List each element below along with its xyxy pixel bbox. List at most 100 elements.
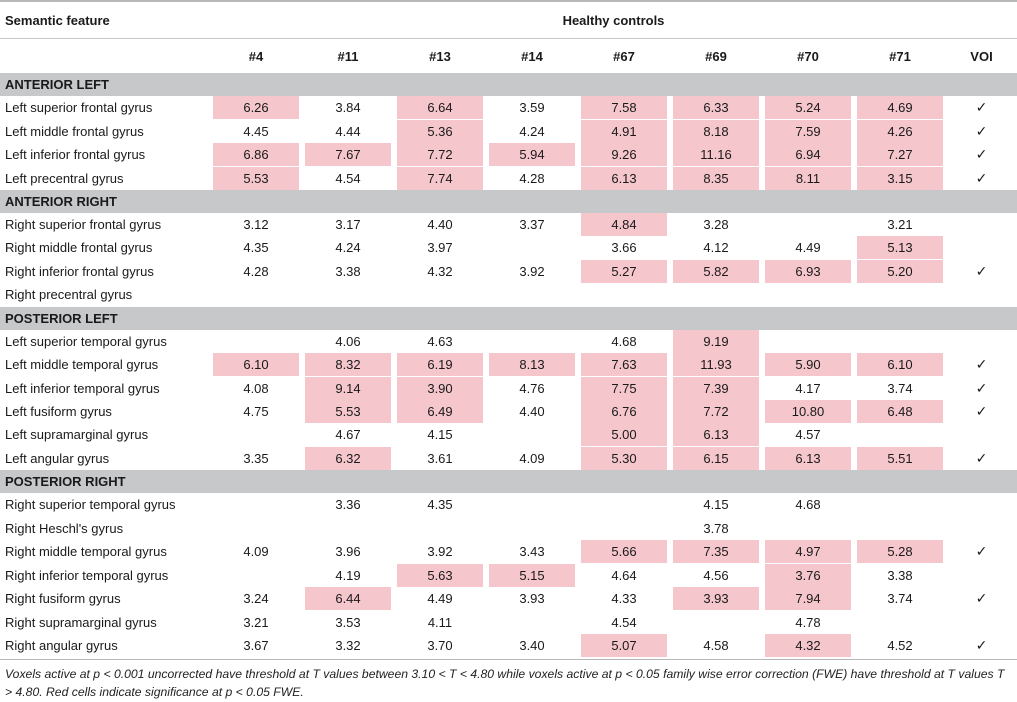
value <box>397 283 483 306</box>
value-cell: 5.28 <box>854 540 946 564</box>
value: 4.40 <box>427 216 453 232</box>
value-cell: 3.17 <box>302 213 394 236</box>
significant-value: 5.28 <box>857 540 943 564</box>
value <box>857 423 943 446</box>
value-cell: 5.53 <box>302 400 394 424</box>
significant-value: 10.80 <box>765 400 851 424</box>
section-title: POSTERIOR RIGHT <box>0 470 1017 494</box>
significant-value: 7.67 <box>305 143 391 167</box>
voi-check-icon <box>946 213 1017 236</box>
significant-value: 4.69 <box>857 96 943 120</box>
value: 3.38 <box>335 263 361 279</box>
value-cell: 7.63 <box>578 353 670 377</box>
value-cell: 4.11 <box>394 610 486 633</box>
value: 4.09 <box>519 450 545 466</box>
column-header: #14 <box>486 38 578 73</box>
value: 3.70 <box>427 637 453 653</box>
region-label: Right inferior frontal gyrus <box>5 263 154 279</box>
value <box>673 611 759 634</box>
value-cell: 3.38 <box>302 260 394 283</box>
table-row: Right supramarginal gyrus 3.21 3.53 4.11 4.5… <box>0 610 1017 633</box>
table-row: Left middle frontal gyrus 4.45 4.44 5.36 4.2… <box>0 119 1017 143</box>
significant-value: 5.51 <box>857 446 943 470</box>
significant-value: 6.13 <box>765 446 851 470</box>
voi-check-icon: ✓ <box>975 146 988 163</box>
value-cell: 8.13 <box>486 353 578 377</box>
value <box>213 564 299 587</box>
table-body: Semantic feature Healthy controls #4 #11… <box>0 0 1017 657</box>
value-cell: 5.94 <box>486 143 578 167</box>
value: 4.32 <box>427 263 453 279</box>
value-cell: 5.53 <box>210 166 302 190</box>
value-cell: 7.35 <box>670 540 762 564</box>
value-cell: 4.09 <box>486 447 578 470</box>
value-cell: 4.75 <box>210 400 302 423</box>
value-cell: 3.67 <box>210 634 302 657</box>
value-cell: 5.66 <box>578 540 670 564</box>
region-label: Right precentral gyrus <box>5 287 133 303</box>
value <box>673 283 759 306</box>
value-cell: 3.74 <box>854 376 946 399</box>
value-cell: 5.15 <box>486 563 578 587</box>
significant-value: 5.30 <box>581 446 667 470</box>
significant-value: 3.90 <box>397 376 483 400</box>
value-cell <box>486 330 578 353</box>
value-cell: 4.49 <box>394 587 486 610</box>
value-cell: 4.57 <box>762 423 854 446</box>
value-cell: 5.63 <box>394 563 486 587</box>
significant-value: 8.35 <box>673 166 759 190</box>
value: 4.24 <box>519 123 545 139</box>
value-cell <box>854 493 946 516</box>
value: 3.38 <box>887 567 913 583</box>
value-cell <box>302 283 394 306</box>
value: 4.11 <box>427 614 453 630</box>
value-cell: 7.58 <box>578 96 670 120</box>
value-cell: 3.53 <box>302 610 394 633</box>
value-cell: 4.69 <box>854 96 946 120</box>
value: 3.24 <box>243 591 269 607</box>
section-header-row: ANTERIOR RIGHT <box>0 189 1017 213</box>
value-cell <box>854 517 946 540</box>
significant-value: 7.72 <box>673 400 759 424</box>
column-header: #67 <box>578 38 670 73</box>
value: 4.44 <box>335 123 361 139</box>
value-cell: 3.90 <box>394 376 486 400</box>
significant-value: 5.27 <box>581 259 667 283</box>
significant-value: 3.76 <box>765 563 851 587</box>
value <box>489 236 575 259</box>
value-cell: 5.51 <box>854 446 946 470</box>
value: 3.28 <box>703 216 729 232</box>
significant-value: 4.84 <box>581 212 667 236</box>
significant-value: 8.18 <box>673 119 759 143</box>
region-label: Left inferior frontal gyrus <box>5 147 146 163</box>
value-cell: 3.96 <box>302 540 394 563</box>
significant-value: 3.93 <box>673 587 759 611</box>
value <box>213 493 299 516</box>
bottom-rule <box>0 659 1017 660</box>
value-cell <box>486 283 578 306</box>
value-cell <box>210 330 302 353</box>
significant-value: 11.16 <box>673 143 759 167</box>
value-cell: 3.74 <box>854 587 946 610</box>
value: 3.61 <box>427 450 453 466</box>
value-cell: 5.82 <box>670 259 762 283</box>
value-cell: 3.24 <box>210 587 302 610</box>
value-cell: 3.15 <box>854 166 946 190</box>
significant-value: 7.59 <box>765 119 851 143</box>
value-cell: 5.07 <box>578 633 670 657</box>
significant-value: 6.44 <box>305 587 391 611</box>
empty-header-cell <box>0 38 210 73</box>
voi-check-icon: ✓ <box>975 356 988 373</box>
section-title: ANTERIOR RIGHT <box>0 189 1017 213</box>
column-header: #4 <box>210 38 302 73</box>
value-cell: 4.49 <box>762 236 854 259</box>
region-label: Right middle frontal gyrus <box>5 240 153 256</box>
table-row: Left supramarginal gyrus 4.67 4.15 5.00 6.13… <box>0 423 1017 447</box>
significant-value: 8.32 <box>305 353 391 377</box>
voi-check-icon <box>946 493 1017 516</box>
value-cell: 4.32 <box>762 633 854 657</box>
value: 3.59 <box>519 100 545 116</box>
value: 4.68 <box>611 333 637 349</box>
value: 4.75 <box>243 404 269 420</box>
value: 4.09 <box>243 544 269 560</box>
